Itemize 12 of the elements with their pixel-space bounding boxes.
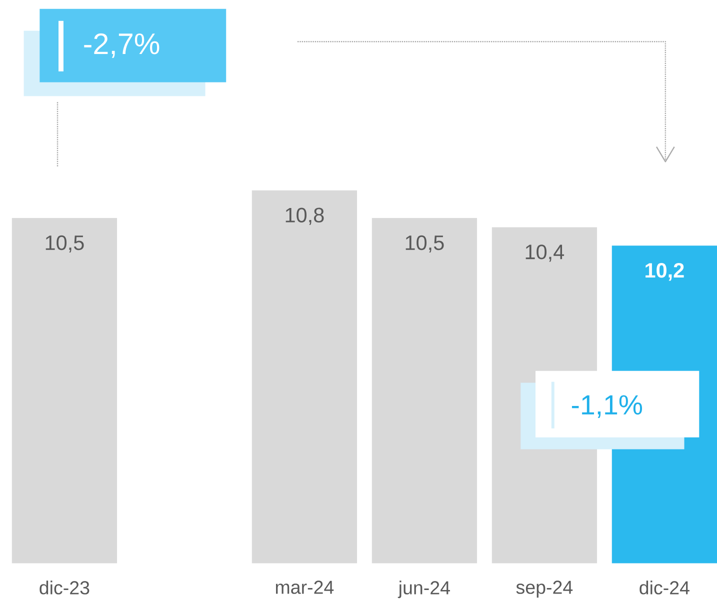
data-label: 10,5 xyxy=(46,235,84,253)
x-tick-label: dic-23 xyxy=(40,580,90,595)
data-label: 10,2 xyxy=(646,263,684,281)
annotation: -1,1% xyxy=(572,395,642,418)
data-label: 10,4 xyxy=(526,244,564,262)
x-tick-label: jun-24 xyxy=(398,580,450,598)
x-tick-label: sep-24 xyxy=(516,580,573,598)
x-tick-label: dic-24 xyxy=(640,580,690,595)
data-label: 10,5 xyxy=(406,235,444,253)
text: -2,7% xyxy=(84,33,160,58)
data-label: 10,8 xyxy=(286,208,324,225)
x-tick-label: mar-24 xyxy=(276,580,334,594)
